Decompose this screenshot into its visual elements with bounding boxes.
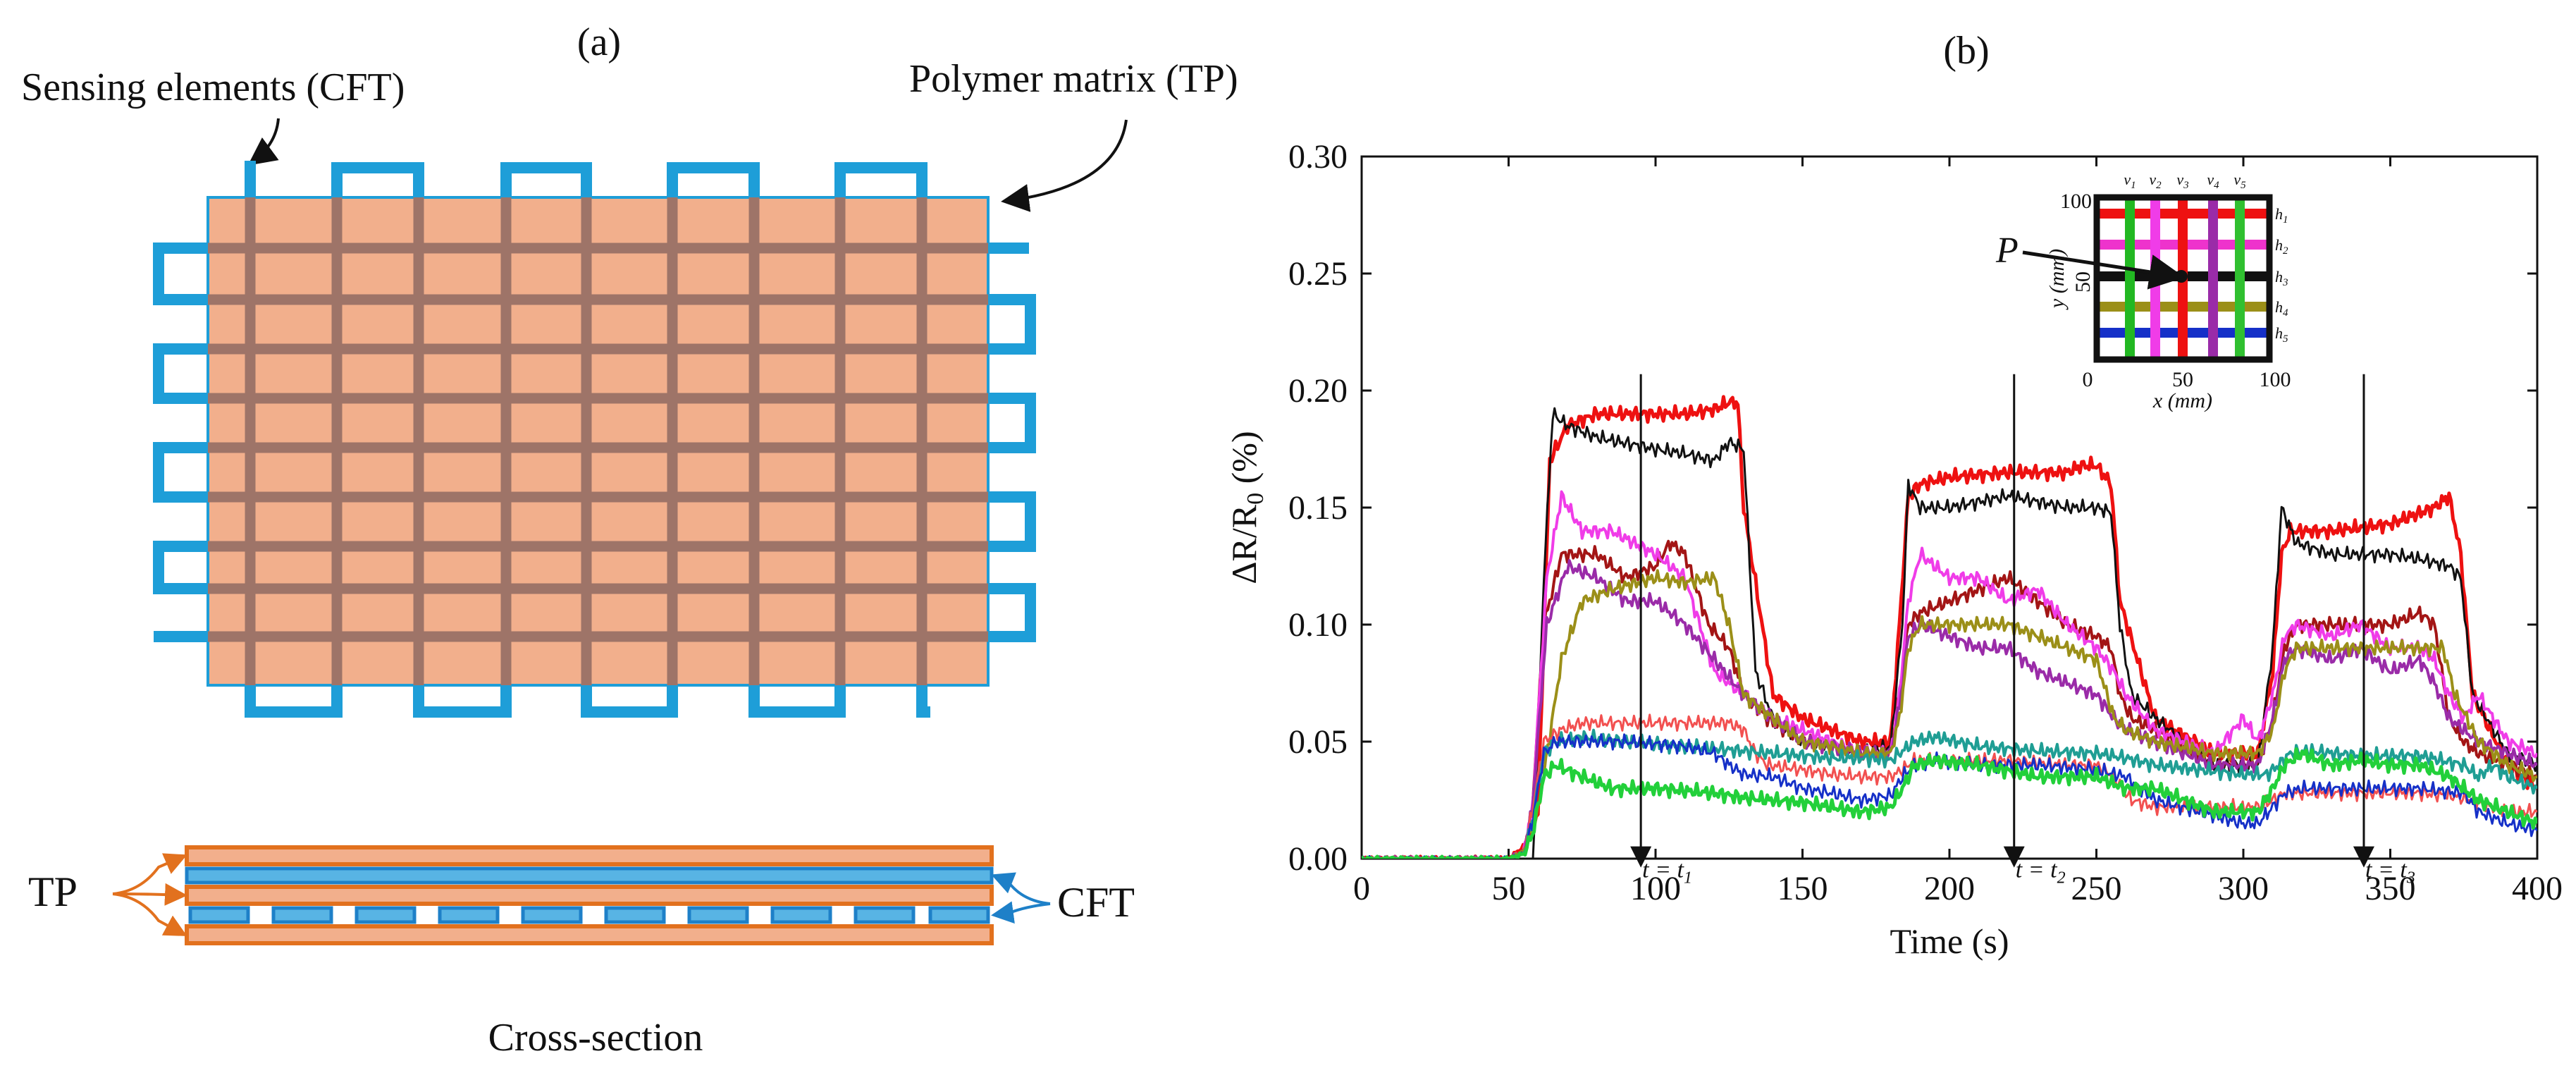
inset-v-label: v4 [2207, 171, 2219, 191]
y-tick-label: 0.10 [1288, 606, 1348, 644]
tp-layer-2 [185, 885, 994, 906]
cft-arrows [991, 872, 1051, 924]
data-series [1362, 395, 2537, 859]
x-tick-label: 350 [2365, 870, 2416, 907]
inset-x-ticks: 0 50 100 [2083, 368, 2291, 391]
tp-arrows [112, 853, 187, 936]
tp-arrow [1001, 119, 1128, 212]
cft-layer [185, 866, 994, 885]
inset-frame [2093, 194, 2273, 363]
panel-b: (b) 0 50 100 150 200 250 300 350 400 0.0… [1224, 29, 2563, 961]
inset-p-arrow [2022, 250, 2185, 290]
y-axis-label-suffix: (%) [1224, 431, 1264, 492]
tp-annotation: Polymer matrix (TP) [909, 57, 1238, 101]
series-line-dark-red [1362, 539, 2537, 859]
tp-layer-3 [185, 924, 994, 945]
x-tick-label: 200 [1924, 870, 1975, 907]
inset-x-tick: 0 [2083, 368, 2093, 391]
series-line-olive [1362, 569, 2537, 859]
series-line-purple [1362, 559, 2537, 859]
y-tick-label: 0.30 [1288, 138, 1348, 176]
inset-v-label: v5 [2233, 171, 2246, 191]
x-tick-label: 50 [1492, 870, 1526, 907]
x-tick-labels: 0 50 100 150 200 250 300 350 400 [1353, 870, 2563, 907]
cft-arrow [247, 118, 280, 166]
inset-x-tick: 100 [2260, 368, 2291, 391]
inset-h-label: h5 [2275, 324, 2288, 345]
y-tick-label: 0.25 [1288, 255, 1348, 293]
panel-a-label: (a) [577, 20, 621, 64]
inset-v-label: v2 [2149, 171, 2162, 191]
x-tick-label: 400 [2512, 870, 2563, 907]
polymer-matrix [207, 196, 990, 687]
y-tick-label: 0.00 [1288, 840, 1348, 878]
inset-y-tick: 50 [2071, 271, 2095, 293]
time-marker-label: t = t1 [1642, 857, 1692, 888]
inset-y-label: y (mm) [2045, 249, 2069, 310]
cross-section-cft-label: CFT [1057, 879, 1135, 926]
cross-section: TP CFT Cross-section [28, 845, 1135, 1060]
cft-tow-horizontal-loops [153, 243, 1036, 642]
y-axis-label-main: ΔR/R [1224, 504, 1264, 584]
y-tick-label: 0.15 [1288, 489, 1348, 527]
tp-layer-1 [185, 845, 994, 866]
y-tick-label: 0.05 [1288, 723, 1348, 761]
time-marker-label: t = t3 [2365, 857, 2415, 888]
cft-tow-vertical-loops [245, 161, 930, 718]
y-tick-labels: 0.00 0.05 0.10 0.15 0.20 0.25 0.30 [1288, 138, 1348, 878]
x-tick-marks [1360, 157, 2539, 859]
series-line-magenta [1362, 490, 2537, 859]
time-markers: t = t1 t = t2 t = t3 [1630, 374, 2415, 888]
cft-annotation: Sensing elements (CFT) [21, 66, 405, 109]
y-axis-label-sub: 0 [1243, 493, 1269, 505]
inset-v-labels: v1 v2 v3 v4 v5 [2124, 171, 2246, 191]
x-axis-label: Time (s) [1890, 921, 2009, 961]
inset-h-label: h1 [2275, 205, 2288, 226]
x-tick-label: 150 [1777, 870, 1828, 907]
inset-h-label: h4 [2275, 298, 2288, 319]
y-axis-label: ΔR/R0 (%) [1224, 431, 1269, 584]
panel-b-label: (b) [1943, 29, 1989, 73]
series-line-red [1362, 395, 2537, 859]
inset-y-ticks: 100 50 [2060, 190, 2095, 293]
series-line-black [1362, 407, 2537, 859]
inset-p-label: P [1995, 231, 2019, 271]
cft-segment-row [188, 906, 990, 924]
inset-x-tick: 50 [2172, 368, 2193, 391]
inset-h-label: h3 [2275, 268, 2288, 288]
panel-a: (a) Sensing elements (CFT) Polymer matri… [21, 20, 1238, 1060]
time-marker-label: t = t2 [2016, 857, 2066, 888]
inset-v-label: v1 [2124, 171, 2136, 191]
cross-section-tp-label: TP [28, 869, 78, 915]
inset-h-labels: h1 h2 h3 h4 h5 [2275, 205, 2288, 345]
inset: P v1 v2 v3 v4 v5 h1 h2 h3 h4 h5 0 50 100 [1995, 171, 2291, 412]
y-tick-label: 0.20 [1288, 372, 1348, 410]
series-line-green [1362, 747, 2537, 859]
inset-x-label: x (mm) [2152, 389, 2212, 412]
inset-h-label: h2 [2275, 236, 2288, 257]
x-tick-label: 300 [2218, 870, 2269, 907]
cross-section-caption: Cross-section [488, 1016, 703, 1060]
inset-y-tick: 100 [2060, 190, 2092, 213]
x-tick-label: 250 [2071, 870, 2122, 907]
x-tick-label: 100 [1630, 870, 1681, 907]
embedded-cft-grid [208, 197, 988, 685]
x-tick-label: 0 [1353, 870, 1370, 907]
inset-v-label: v3 [2176, 171, 2188, 191]
